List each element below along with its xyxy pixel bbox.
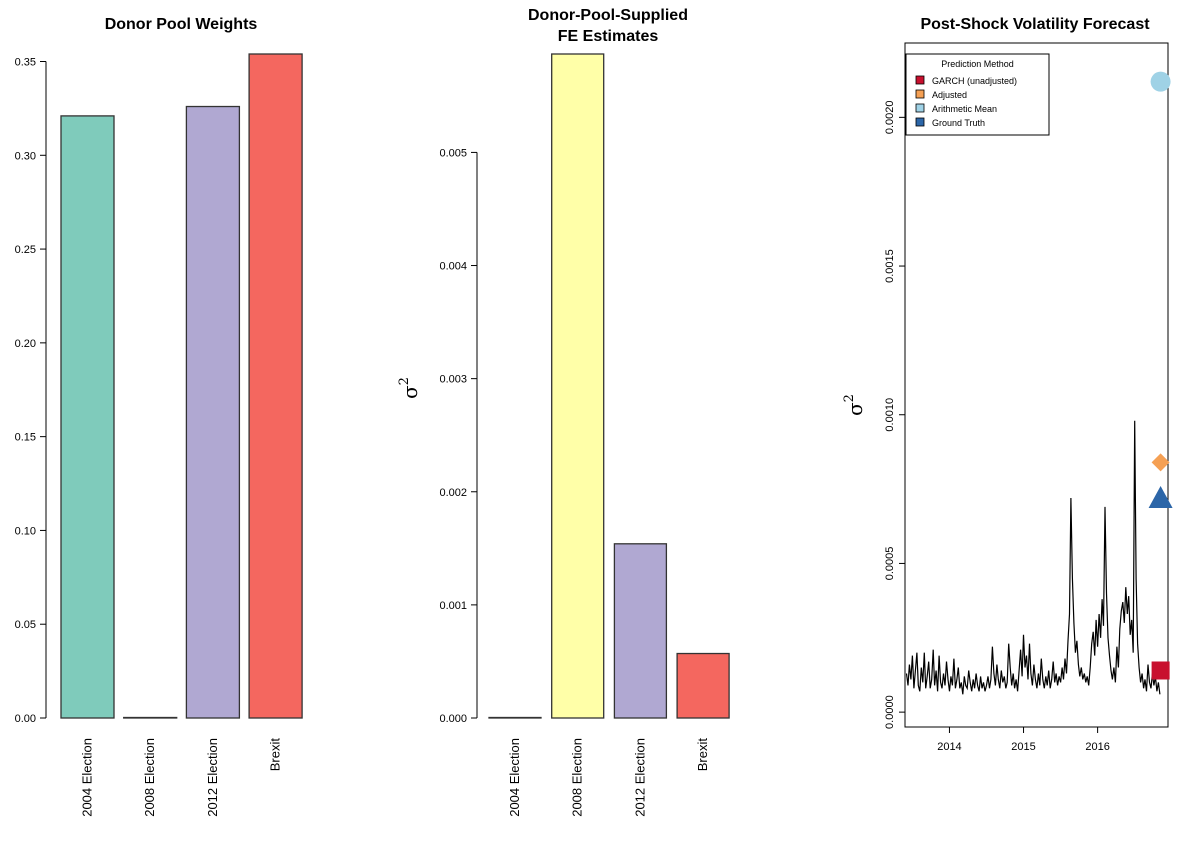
fe-estimates-panel: Donor-Pool-Supplied FE Estimates σ2 0.00… [397, 7, 730, 817]
donor-weights-panel: Donor Pool Weights 0.000.050.100.150.200… [15, 16, 303, 817]
panel1-bars [60, 53, 303, 719]
panel1-bar-3 [185, 105, 241, 719]
panel2-y-axis: 0.000 0.001 0.002 0.003 0.004 0.005 [439, 147, 478, 725]
panel3-volatility-line [905, 420, 1161, 695]
panel3-point-arithmetic-mean [1150, 71, 1171, 92]
panel2-title-line1: Donor-Pool-Supplied [528, 7, 688, 24]
panel3-x-tick-label: 2016 [1085, 741, 1109, 753]
panel3-legend-box [905, 53, 1050, 136]
panel2-bars [488, 53, 730, 719]
panel2-category-label: 2004 Election [507, 738, 522, 817]
panel1-title: Donor Pool Weights [105, 16, 258, 33]
panel1-category-label: 2012 Election [205, 738, 220, 817]
panel3-y-tick-label: 0.0000 [884, 695, 896, 729]
panel1-category-label: Brexit [268, 738, 283, 772]
panel1-category-labels: 2004 Election 2008 Election 2012 Election B… [80, 738, 283, 817]
panel1-y-tick-label: 0.05 [15, 619, 36, 631]
panel3-x-tick-label: 2014 [937, 741, 961, 753]
panel2-category-label: 2008 Election [570, 738, 585, 817]
panel3-y-tick-label: 0.0020 [884, 101, 896, 135]
panel3-plot-frame [904, 42, 1169, 728]
panel2-bar-3 [613, 543, 668, 719]
panel2-y-label: σ2 [397, 377, 422, 399]
panel1-category-label: 2008 Election [142, 738, 157, 817]
panel2-bar-2 [551, 53, 605, 719]
panel3-point-garch-unadjusted [1151, 661, 1170, 680]
panel2-y-tick-label: 0.000 [439, 713, 467, 725]
panel1-y-axis: 0.00 0.05 0.10 0.15 0.20 0.25 0.30 0.35 [15, 57, 47, 725]
panel3-point-adjusted [1151, 453, 1170, 472]
panel2-category-label: Brexit [695, 738, 710, 772]
panel2-y-label-sup: 2 [397, 377, 412, 385]
panel2-category-label: 2012 Election [632, 738, 647, 817]
panel3-legend-label: Arithmetic Mean [932, 104, 997, 114]
panel2-title-line2: FE Estimates [558, 28, 659, 45]
panel3-legend-swatch [915, 89, 925, 99]
panel1-y-tick-label: 0.25 [15, 244, 36, 256]
panel1-y-tick-label: 0.35 [15, 57, 36, 69]
panel1-y-tick-label: 0.15 [15, 432, 36, 444]
panel3-legend-swatch [915, 75, 925, 85]
panel1-y-tick-label: 0.00 [15, 713, 36, 725]
panel3-y-label: σ2 [842, 394, 867, 416]
panel3-x-tick-label: 2015 [1011, 741, 1035, 753]
panel3-legend: Prediction Method GARCH (unadjusted) Adjus… [905, 53, 1050, 136]
volatility-forecast-panel: Post-Shock Volatility Forecast σ2 0.0000… [842, 16, 1173, 753]
panel2-y-tick-label: 0.003 [439, 374, 467, 386]
panel3-title: Post-Shock Volatility Forecast [920, 16, 1150, 33]
panel1-category-label: 2004 Election [80, 738, 95, 817]
panel3-y-tick-label: 0.0010 [884, 398, 896, 432]
panel3-axes: 0.0000 0.0005 0.0010 0.0015 0.0020 2014 2015 20… [884, 101, 1110, 753]
panel1-y-tick-label: 0.10 [15, 525, 36, 537]
panel2-y-label-sigma: σ [398, 385, 422, 399]
panel2-category-labels: 2004 Election 2008 Election 2012 Election B… [507, 738, 710, 817]
panel3-legend-title: Prediction Method [941, 59, 1014, 69]
panel3-y-tick-label: 0.0005 [884, 547, 896, 581]
panel3-y-tick-label: 0.0015 [884, 249, 896, 283]
panel3-legend-label: Adjusted [932, 90, 967, 100]
panel3-legend-swatch [915, 117, 925, 127]
panel1-bar-1 [60, 115, 115, 719]
panel3-legend-label: GARCH (unadjusted) [932, 76, 1017, 86]
panel3-y-label-sup: 2 [842, 394, 857, 402]
panel2-y-tick-label: 0.001 [439, 600, 467, 612]
panel2-y-tick-label: 0.005 [439, 147, 467, 159]
panel2-y-tick-label: 0.004 [439, 261, 467, 273]
panel2-bar-4 [676, 652, 730, 719]
panel3-legend-label: Ground Truth [932, 118, 985, 128]
panel1-y-tick-label: 0.30 [15, 150, 36, 162]
panel3-y-label-sigma: σ [843, 402, 867, 416]
panel3-point-ground-truth [1148, 486, 1173, 509]
panel1-y-tick-label: 0.20 [15, 338, 36, 350]
panel2-bar-1 [488, 716, 542, 719]
panel3-series [905, 71, 1173, 695]
panel3-legend-swatch [915, 103, 925, 113]
panel2-y-tick-label: 0.002 [439, 487, 467, 499]
panel1-bar-2 [123, 716, 178, 719]
panel1-bar-4 [248, 53, 303, 719]
